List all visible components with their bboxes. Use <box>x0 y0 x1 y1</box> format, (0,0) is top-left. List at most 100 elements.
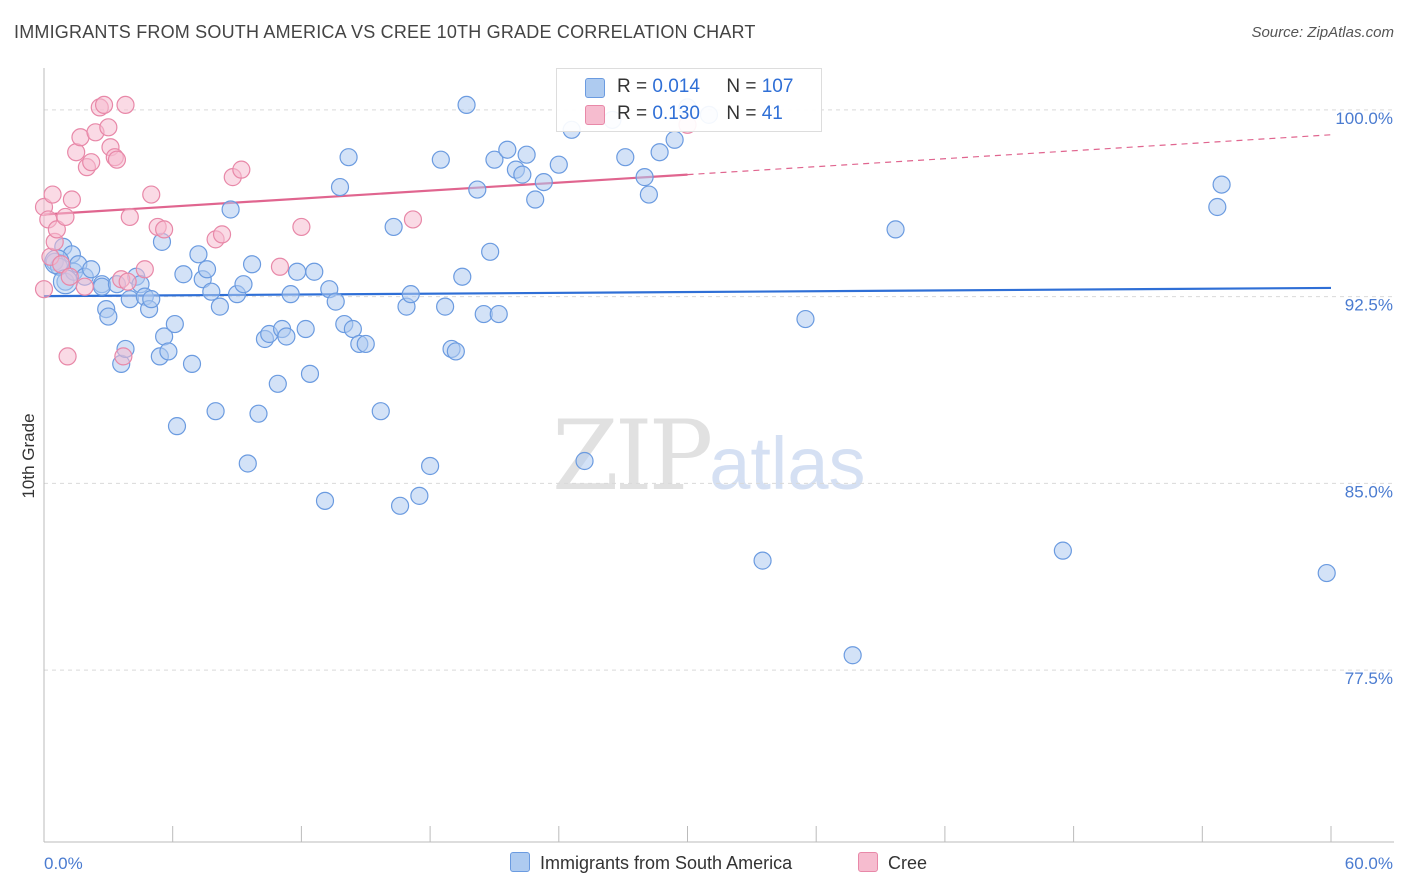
data-point <box>403 210 423 229</box>
data-point <box>315 491 335 510</box>
data-point <box>549 155 568 174</box>
data-point <box>665 130 684 149</box>
data-point <box>339 148 358 167</box>
chart-title: IMMIGRANTS FROM SOUTH AMERICA VS CREE 10… <box>14 22 756 42</box>
data-point <box>182 354 202 373</box>
data-point <box>107 150 127 169</box>
data-point <box>249 404 268 423</box>
data-point <box>481 242 500 261</box>
legend-n-value: 41 <box>761 103 783 124</box>
legend-swatch-pink <box>585 105 605 125</box>
y-tick-label: 100.0% <box>1335 109 1393 128</box>
data-point <box>174 265 193 284</box>
data-point <box>401 285 420 304</box>
data-point <box>92 277 112 296</box>
data-point <box>534 172 553 192</box>
data-point <box>155 220 174 239</box>
correlation-legend: R = 0.014 N = 107 R = 0.130 N = 41 <box>556 68 822 132</box>
data-point <box>410 486 429 505</box>
data-point <box>142 185 161 204</box>
y-tick-label: 92.5% <box>1345 296 1393 315</box>
data-point <box>843 646 862 665</box>
data-point <box>468 180 487 199</box>
data-point <box>639 185 658 204</box>
data-point <box>616 148 635 167</box>
data-point <box>517 145 536 164</box>
data-point <box>116 95 135 115</box>
data-point <box>292 217 311 237</box>
series-cree-points <box>34 95 697 366</box>
y-tick-label: 85.0% <box>1345 482 1393 501</box>
data-point <box>330 177 350 197</box>
data-point <box>34 280 54 299</box>
data-point <box>242 255 262 274</box>
data-point <box>650 143 669 162</box>
data-point <box>189 245 208 264</box>
data-point <box>212 225 232 244</box>
data-point <box>99 118 118 137</box>
watermark-atlas: atlas <box>709 422 866 505</box>
data-point <box>120 290 139 309</box>
data-point <box>118 272 137 291</box>
data-point <box>135 260 154 279</box>
data-point <box>421 456 440 476</box>
data-point <box>489 304 508 324</box>
data-point <box>56 207 75 227</box>
data-point <box>886 220 905 239</box>
legend-n-label: N = <box>726 103 762 124</box>
data-point <box>232 160 251 179</box>
data-point <box>206 402 225 421</box>
data-point <box>390 496 410 515</box>
legend-swatch-pink <box>858 852 878 872</box>
legend-r-value: 0.014 <box>652 76 700 97</box>
data-point <box>436 297 455 316</box>
legend-n-value: 107 <box>761 76 794 97</box>
data-point <box>635 168 654 187</box>
data-point <box>1212 175 1231 194</box>
data-point <box>221 200 240 219</box>
legend-swatch-blue <box>585 78 605 98</box>
data-point <box>457 95 476 115</box>
data-point <box>453 267 472 286</box>
data-point <box>1208 197 1227 217</box>
data-point <box>300 364 320 383</box>
data-point <box>234 275 253 294</box>
legend-r-label: R = <box>617 76 653 97</box>
data-point <box>210 297 229 316</box>
tick-labels: 77.5% 85.0% 92.5% 100.0% 0.0% 60.0% 10th Grade <box>19 109 1393 873</box>
data-point <box>498 140 517 159</box>
trend-line-immigrants <box>43 286 1332 298</box>
trend-line-cree <box>43 173 688 216</box>
data-point <box>94 95 114 115</box>
data-point <box>431 150 450 169</box>
source-label: Source: ZipAtlas.com <box>1251 24 1394 41</box>
legend-n-label: N = <box>726 76 762 97</box>
data-point <box>71 128 90 147</box>
data-point <box>268 374 287 393</box>
data-point <box>62 190 81 209</box>
data-point <box>165 314 184 334</box>
legend-label-immigrants: Immigrants from South America <box>540 853 793 873</box>
data-point <box>167 417 187 436</box>
data-point <box>120 207 139 227</box>
y-tick-label: 77.5% <box>1345 669 1393 688</box>
legend-label-cree: Cree <box>888 853 928 873</box>
x-tick-label: 0.0% <box>44 854 83 873</box>
data-point <box>114 347 133 366</box>
data-point <box>58 347 77 366</box>
data-point <box>485 150 504 169</box>
data-point <box>371 402 390 421</box>
data-point <box>202 282 221 301</box>
data-point <box>343 319 362 339</box>
legend-r-value: 0.130 <box>652 103 700 124</box>
trend-lines <box>43 134 1332 298</box>
gridlines <box>44 109 1394 671</box>
data-point <box>238 454 257 473</box>
data-point <box>82 153 101 172</box>
x-tick-label: 60.0% <box>1345 854 1393 873</box>
legend-item-immigrants: Immigrants from South America <box>510 852 792 874</box>
data-point <box>277 327 296 346</box>
data-point <box>326 292 345 311</box>
data-point <box>43 185 62 204</box>
